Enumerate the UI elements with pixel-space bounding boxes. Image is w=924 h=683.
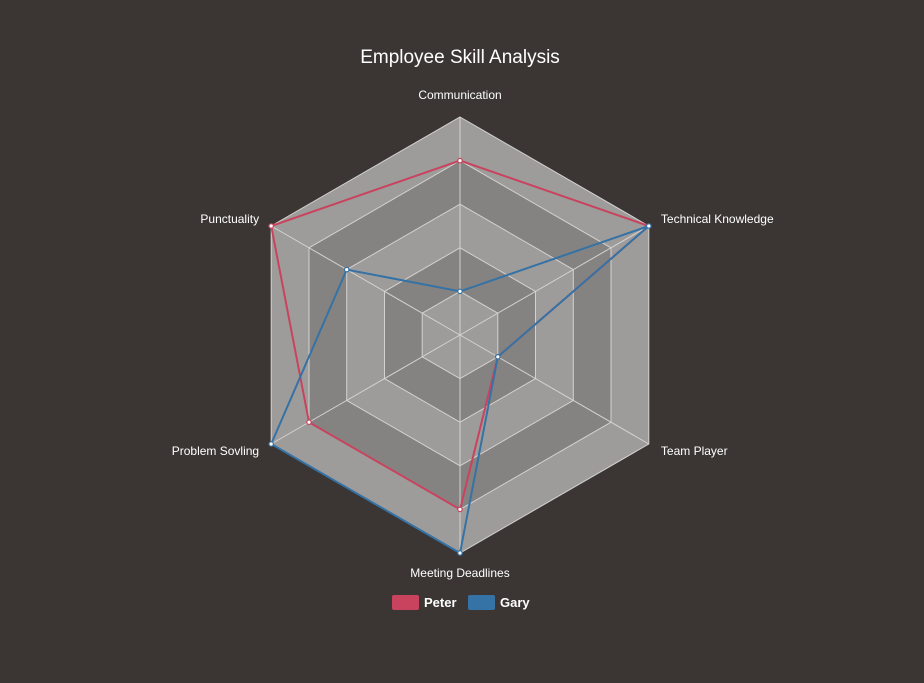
axis-label: Meeting Deadlines: [410, 566, 509, 580]
data-point-peter-0[interactable]: [457, 157, 463, 164]
axis-labels: Communication Technical Knowledge Team Pla…: [172, 88, 774, 580]
radar-spokes: [270, 117, 650, 553]
radar-spoke: [459, 334, 650, 445]
data-point-peter-3[interactable]: [457, 506, 463, 513]
legend-swatch: [468, 595, 495, 610]
legend-item-gary[interactable]: Gary: [468, 595, 530, 610]
axis-label: Technical Knowledge: [661, 212, 774, 226]
radar-spoke: [459, 225, 650, 336]
legend-item-peter[interactable]: Peter: [392, 595, 457, 610]
radar-series: [268, 157, 652, 556]
axis-label: Punctuality: [200, 212, 259, 226]
axis-label: Problem Sovling: [172, 444, 259, 458]
axis-label: Team Player: [661, 444, 728, 458]
legend-swatch: [392, 595, 419, 610]
data-point-gary-0[interactable]: [457, 288, 463, 295]
radar-spoke: [270, 225, 461, 336]
legend-label: Gary: [500, 595, 530, 610]
data-point-gary-5[interactable]: [343, 266, 350, 273]
legend-label: Peter: [424, 595, 457, 610]
radar-spoke: [270, 334, 461, 445]
data-point-gary-4[interactable]: [268, 441, 275, 447]
axis-label: Communication: [418, 88, 501, 102]
data-point-gary-2[interactable]: [494, 353, 501, 360]
chart-title: Employee Skill Analysis: [360, 47, 560, 68]
data-point-peter-4[interactable]: [306, 419, 312, 426]
data-point-peter-5[interactable]: [268, 223, 275, 229]
data-point-gary-3[interactable]: [457, 550, 463, 556]
data-point-gary-1[interactable]: [645, 223, 652, 229]
legend[interactable]: Peter Gary: [392, 595, 530, 610]
